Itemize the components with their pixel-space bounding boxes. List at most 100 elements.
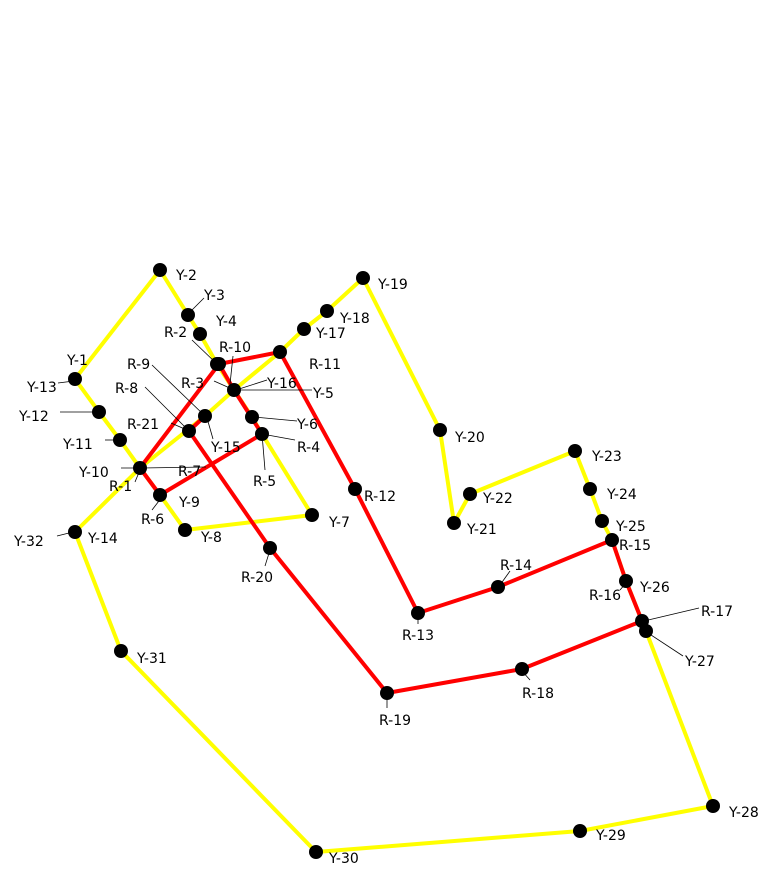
label-y-11: Y-11 — [62, 437, 93, 453]
label-r-8: R-8 — [115, 381, 138, 397]
leader-y-16 — [235, 379, 268, 391]
node-y-23 — [568, 444, 582, 458]
label-y-7: Y-7 — [328, 515, 350, 531]
node-r-20 — [263, 541, 277, 555]
label-y-9: Y-9 — [178, 495, 200, 511]
label-y-10: Y-10 — [78, 465, 109, 481]
label-y-8: Y-8 — [200, 530, 222, 546]
node-y-9 — [153, 488, 167, 502]
node-y-32 — [68, 525, 82, 539]
label-y-20: Y-20 — [454, 430, 485, 446]
label-r-1: R-1 — [109, 479, 132, 495]
node-y-12 — [92, 405, 106, 419]
label-r-15: R-15 — [619, 538, 651, 554]
label-y-23: Y-23 — [591, 449, 622, 465]
node-y-17 — [297, 322, 311, 336]
node-y-4 — [193, 327, 207, 341]
leader-r-7 — [141, 466, 207, 469]
label-r-18: R-18 — [522, 686, 554, 702]
node-y-1 — [68, 372, 82, 386]
leader-r-8 — [144, 386, 190, 432]
node-r-11 — [273, 345, 287, 359]
label-y-15: Y-15 — [210, 440, 241, 456]
label-y-26: Y-26 — [639, 580, 670, 596]
label-y-5: Y-5 — [312, 386, 334, 402]
leader-r-10 — [229, 355, 234, 385]
label-y-27: Y-27 — [684, 654, 715, 670]
label-y-14: Y-14 — [87, 531, 118, 547]
node-r-10 — [212, 357, 226, 371]
label-y-6: Y-6 — [296, 417, 318, 433]
node-y-28 — [706, 799, 720, 813]
label-r-20: R-20 — [241, 570, 273, 586]
leader-r-17 — [643, 607, 700, 622]
node-y-24 — [583, 482, 597, 496]
node-y-26 — [619, 574, 633, 588]
label-y-32: Y-32 — [13, 534, 44, 550]
label-y-22: Y-22 — [482, 491, 513, 507]
leader-y-6 — [253, 416, 298, 422]
label-r-17: R-17 — [701, 604, 733, 620]
yellow-route-segment — [73, 276, 715, 854]
node-y-31 — [114, 644, 128, 658]
node-y-20 — [433, 423, 447, 437]
node-r-3 — [227, 383, 241, 397]
label-r-19: R-19 — [379, 713, 411, 729]
node-r-13 — [411, 606, 425, 620]
node-r-12 — [348, 482, 362, 496]
label-y-13: Y-13 — [26, 380, 57, 396]
node-y-6 — [245, 410, 259, 424]
node-y-27 — [639, 624, 653, 638]
label-r-16: R-16 — [589, 588, 621, 604]
label-r-7: R-7 — [178, 464, 201, 480]
label-y-12: Y-12 — [18, 409, 49, 425]
label-y-21: Y-21 — [466, 522, 497, 538]
label-y-24: Y-24 — [606, 487, 637, 503]
label-y-1: Y-1 — [66, 353, 88, 369]
node-y-30 — [309, 845, 323, 859]
label-y-25: Y-25 — [615, 519, 646, 535]
node-r-4 — [255, 427, 269, 441]
red-route-segment — [187, 350, 644, 695]
node-y-19 — [356, 271, 370, 285]
label-r-12: R-12 — [364, 489, 396, 505]
label-y-17: Y-17 — [315, 326, 346, 342]
node-r-8 — [182, 424, 196, 438]
node-r-18 — [515, 662, 529, 676]
label-y-4: Y-4 — [215, 314, 237, 330]
node-y-2 — [153, 263, 167, 277]
node-r-15 — [605, 533, 619, 547]
node-r-9 — [198, 409, 212, 423]
node-r-19 — [380, 686, 394, 700]
label-r-11: R-11 — [309, 357, 341, 373]
node-y-18 — [320, 304, 334, 318]
node-y-10 — [133, 461, 147, 475]
label-y-16: Y-16 — [266, 376, 297, 392]
label-y-30: Y-30 — [328, 851, 359, 867]
node-r-14 — [491, 580, 505, 594]
node-y-3 — [181, 308, 195, 322]
node-y-25 — [595, 514, 609, 528]
label-r-21: R-21 — [127, 417, 159, 433]
label-y-18: Y-18 — [339, 311, 370, 327]
label-r-3: R-3 — [181, 376, 204, 392]
red-route-segment — [217, 350, 282, 366]
label-y-29: Y-29 — [595, 828, 626, 844]
node-y-11 — [113, 433, 127, 447]
node-labels: Y-2 Y-3 R-2 Y-4 R-10 R-11 Y-17Y-18 Y-19 Y-1 Y-13 R… — [13, 268, 759, 867]
label-y-31: Y-31 — [136, 651, 167, 667]
label-r-14: R-14 — [500, 558, 532, 574]
label-y-19: Y-19 — [377, 277, 408, 293]
node-y-8 — [178, 523, 192, 537]
node-y-22 — [463, 487, 477, 501]
label-y-2: Y-2 — [175, 268, 197, 284]
label-r-4: R-4 — [297, 440, 320, 456]
label-y-3: Y-3 — [203, 288, 225, 304]
node-y-21 — [447, 516, 461, 530]
route-nodes — [68, 263, 720, 859]
node-y-29 — [573, 824, 587, 838]
label-r-2: R-2 — [164, 325, 187, 341]
leader-y-27 — [647, 632, 684, 657]
